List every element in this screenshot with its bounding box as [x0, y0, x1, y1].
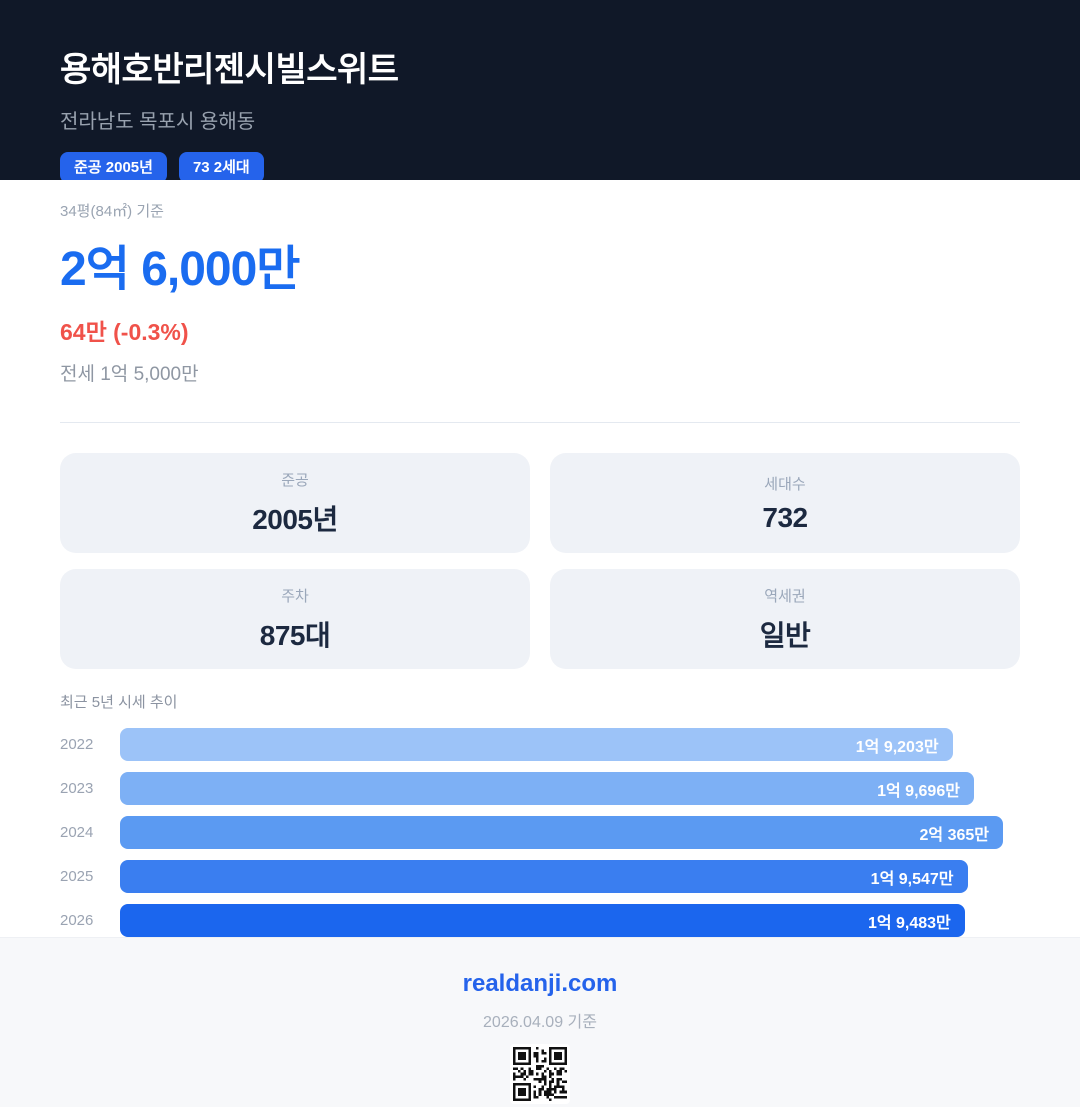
stat-card-station-area: 역세권 일반	[550, 569, 1020, 669]
stat-value: 2005년	[252, 503, 338, 535]
badge-built-year: 준공 2005년	[60, 152, 167, 183]
chart-bar: 1억 9,696만	[120, 772, 974, 805]
stat-value: 875대	[259, 619, 331, 651]
chart-year-label: 2024	[60, 824, 94, 841]
section-divider	[60, 422, 1020, 423]
stat-card-parking: 주차 875대	[60, 569, 530, 669]
stat-card-built: 준공 2005년	[60, 453, 530, 553]
chart-bar-value: 1억 9,483만	[867, 914, 951, 932]
main-content: 34평(84㎡) 기준 2억 6,000만 64만 (-0.3%) 전세 1억 …	[0, 180, 1080, 937]
chart-track: 2억 365만	[120, 816, 1003, 849]
header: 용해호반리젠시빌스위트 전라남도 목포시 용해동 준공 2005년 73 2세대	[0, 0, 1080, 183]
chart-bar-value: 1억 9,203만	[855, 738, 939, 756]
qr-code	[510, 1044, 570, 1104]
apartment-location: 전라남도 목포시 용해동	[60, 111, 256, 133]
chart-track: 1억 9,696만	[120, 772, 1003, 805]
chart-bar-value: 1억 9,547만	[870, 870, 954, 888]
chart-track: 1억 9,483만	[120, 904, 1003, 937]
chart-year-label: 2026	[60, 912, 94, 929]
chart-row-2023: 2023 1억 9,696만	[60, 772, 1020, 805]
apartment-title: 용해호반리젠시빌스위트	[60, 51, 399, 89]
chart-year-label: 2023	[60, 780, 94, 797]
current-price: 2억 6,000만	[60, 243, 300, 296]
site-link[interactable]: realdanji.com	[462, 970, 618, 997]
footer: realdanji.com 2026.04.09 기준	[0, 937, 1080, 1107]
chart-year-label: 2025	[60, 868, 94, 885]
chart-row-2024: 2024 2억 365만	[60, 816, 1020, 849]
chart-bar: 2억 365만	[120, 816, 1003, 849]
stat-label: 준공	[281, 471, 309, 489]
chart-bar: 1억 9,547만	[120, 860, 968, 893]
stat-label: 세대수	[764, 475, 806, 493]
chart-title: 최근 5년 시세 추이	[60, 694, 178, 711]
chart-bar-value: 2억 365만	[919, 826, 989, 844]
stat-label: 역세권	[764, 587, 806, 605]
chart-bar-value: 1억 9,696만	[877, 782, 960, 800]
price-basis-note: 34평(84㎡) 기준	[60, 203, 164, 220]
chart-row-2026: 2026 1억 9,483만	[60, 904, 1020, 937]
chart-year-label: 2022	[60, 736, 94, 753]
jeonse-price: 전세 1억 5,000만	[60, 364, 199, 385]
chart-row-2025: 2025 1억 9,547만	[60, 860, 1020, 893]
stats-grid: 준공 2005년 세대수 732 주차 875대 역세권 일반	[60, 453, 1020, 669]
badge-row: 준공 2005년 73 2세대	[60, 152, 1020, 183]
price-change: 64만 (-0.3%)	[60, 319, 189, 345]
chart-track: 1억 9,203만	[120, 728, 1003, 761]
qr-code-image	[513, 1047, 567, 1101]
badge-household-count: 73 2세대	[178, 152, 264, 183]
price-trend-chart: 최근 5년 시세 추이 2022 1억 9,203만 2023 1억 9,696…	[60, 691, 1020, 937]
chart-bar: 1억 9,483만	[120, 904, 965, 937]
stat-value: 일반	[759, 619, 811, 651]
stat-label: 주차	[281, 587, 309, 605]
chart-row-2022: 2022 1억 9,203만	[60, 728, 1020, 761]
data-date-note: 2026.04.09 기준	[483, 1014, 597, 1031]
stat-value: 732	[762, 501, 808, 533]
chart-track: 1억 9,547만	[120, 860, 1003, 893]
chart-rows: 2022 1억 9,203만 2023 1억 9,696만	[60, 728, 1020, 937]
chart-bar: 1억 9,203만	[120, 728, 953, 761]
stat-card-households: 세대수 732	[550, 453, 1020, 553]
